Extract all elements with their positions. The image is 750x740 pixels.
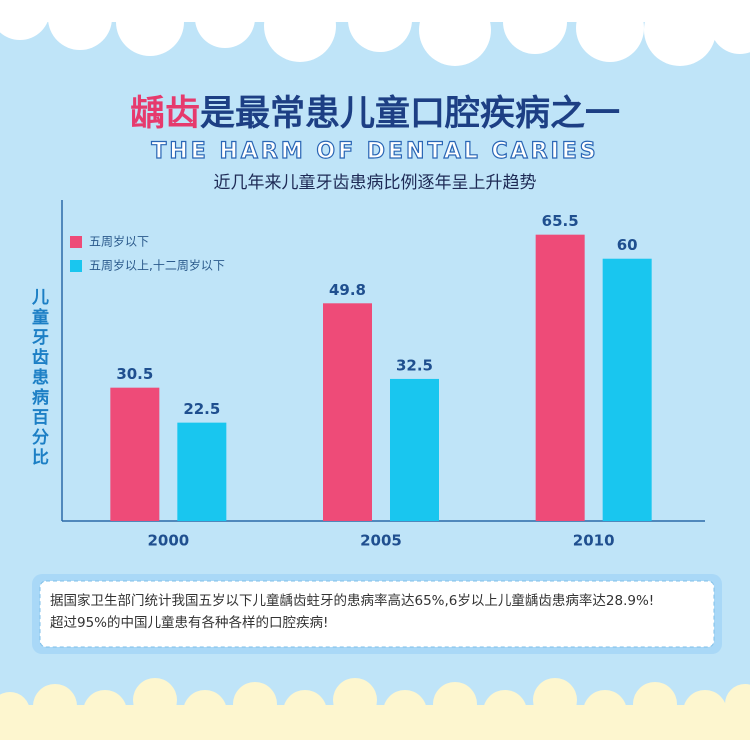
note: 据国家卫生部门统计我国五岁以下儿童龋齿蛀牙的患病率高达65%,6岁以上儿童龋齿患… [50,590,710,634]
x-tick-label: 2000 [147,532,189,550]
x-tick-label: 2005 [360,532,402,550]
top-clouds [0,0,750,66]
note-line: 据国家卫生部门统计我国五岁以下儿童龋齿蛀牙的患病率高达65%,6岁以上儿童龋齿患… [50,593,655,609]
title-highlight: 龋齿 [130,94,200,134]
bar [323,303,372,521]
bottom-clouds [0,678,750,740]
value-label: 49.8 [329,281,366,299]
value-label: 32.5 [396,356,433,374]
bar [535,234,585,521]
english-subtitle: THE HARM OF DENTAL CARIES [151,139,598,164]
bar [602,258,652,521]
value-label: 30.5 [116,365,153,383]
note-box [39,580,715,648]
x-tick-label: 2010 [573,532,615,550]
y-axis-label: 儿童牙齿患病百分比 [28,288,48,468]
bar [177,422,227,521]
value-label: 22.5 [183,400,220,418]
legend-label: 五周岁以下 [89,234,149,249]
note-line: 超过95%的中国儿童患有各种各样的口腔疾病! [50,615,329,631]
value-label: 65.5 [542,212,579,230]
legend-label: 五周岁以上,十二周岁以下 [89,258,225,273]
title-rest: 是最常患儿童口腔疾病之一 [200,94,620,134]
legend-swatch [70,260,82,272]
legend-swatch [70,236,82,248]
bar [390,378,439,521]
bar [110,387,160,521]
chart-subtitle: 近几年来儿童牙齿患病比例逐年呈上升趋势 [214,173,537,193]
value-label: 60 [617,236,638,254]
chart-title: 龋齿是最常患儿童口腔疾病之一 [130,94,620,134]
